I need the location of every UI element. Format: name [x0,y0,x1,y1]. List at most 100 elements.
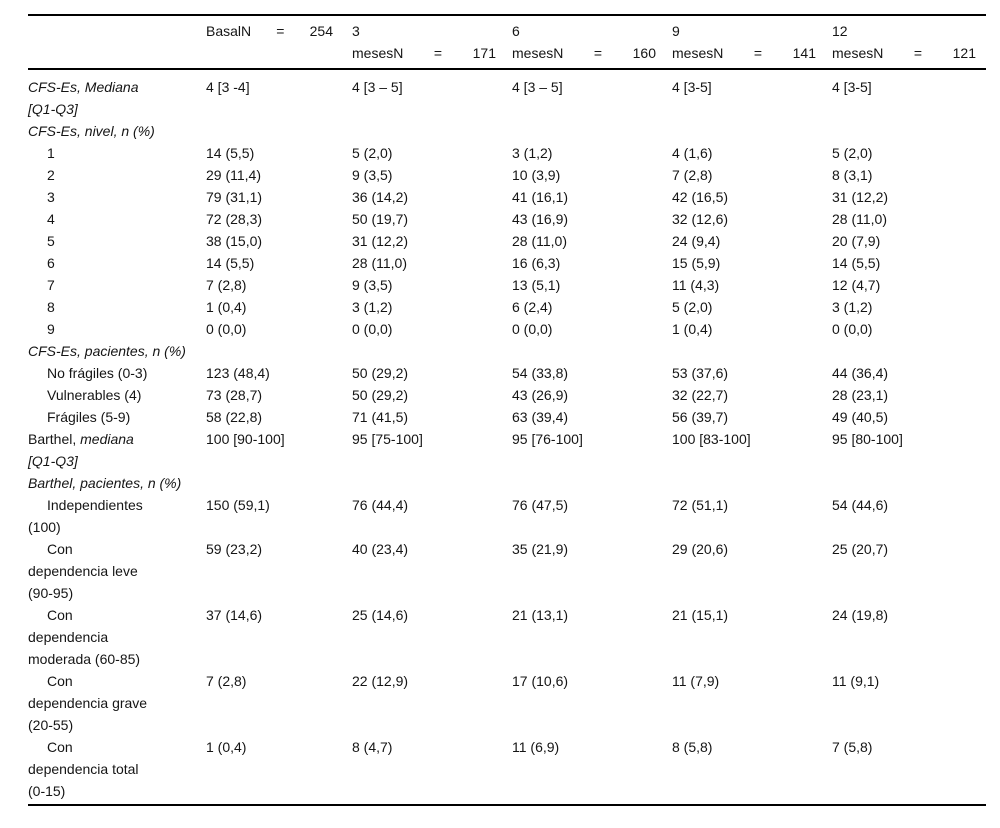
table-row: Con dependencia total (0-15) 1 (0,4) 8 (4,… [28,736,986,805]
table-cell: 17 (10,6) [512,673,569,689]
table-cell: 95 [80-100] [832,431,903,447]
table-cell: 63 (39,4) [512,409,569,425]
header-token: = [433,45,443,61]
row-label: Barthel, pacientes, n (%) [28,472,206,494]
table-cell: 0 (0,0) [206,321,247,337]
header-line1: 3 [352,23,360,39]
table-cell: 50 (29,2) [352,365,409,381]
table-cell: 44 (36,4) [832,365,889,381]
table-row: CFS-Es, pacientes, n (%) [28,340,986,362]
row-label-segment: 1 [47,145,55,161]
table-cell: 1 (0,4) [206,299,247,315]
table-cell: 29 (20,6) [672,541,729,557]
table-cell [832,340,986,362]
table-cell: 50 (19,7) [352,211,409,227]
table-cell: 54 (44,6) [832,497,889,513]
table-cell: 36 (14,2) [352,189,409,205]
table-body: CFS-Es, Mediana [Q1-Q3] 4 [3 -4] 4 [3 – 5]… [28,69,986,805]
table-cell: 4 (1,6) [672,145,713,161]
table-cell: 0 (0,0) [352,321,393,337]
row-label-segment: Con dependencia grave (20-55) [28,673,148,733]
column-header-empty [28,15,206,70]
table-cell: 31 (12,2) [832,189,889,205]
table-cell [206,472,352,494]
row-label: 5 [28,230,206,252]
table-cell: 5 (2,0) [832,145,873,161]
table-cell: 29 (11,4) [206,167,261,183]
row-label-segment: CFS-Es, Mediana [Q1-Q3] [28,79,139,117]
table-cell: 1 (0,4) [672,321,713,337]
row-label: No frágiles (0-3) [28,362,206,384]
table-cell [512,472,672,494]
table-cell: 49 (40,5) [832,409,889,425]
table-cell: 1 (0,4) [206,739,247,755]
row-label: 9 [28,318,206,340]
row-label: 4 [28,208,206,230]
header-token: 171 [472,45,496,61]
table-cell [512,340,672,362]
table-cell: 4 [3-5] [672,79,712,95]
row-label: CFS-Es, nivel, n (%) [28,120,206,142]
table-cell: 8 (3,1) [832,167,873,183]
row-label-segment: Independientes (100) [28,497,143,535]
table-cell: 4 [3 -4] [206,79,250,95]
table-row: 1 14 (5,5) 5 (2,0) 3 (1,2) 4 (1,6) 5 (2,0) [28,142,986,164]
table-row: Vulnerables (4) 73 (28,7) 50 (29,2) 43 (26,… [28,384,986,406]
row-label: CFS-Es, Mediana [Q1-Q3] [28,69,206,120]
table-cell: 8 (4,7) [352,739,393,755]
table-cell: 10 (3,9) [512,167,561,183]
table-cell: 31 (12,2) [352,233,409,249]
header-n-count: BasalN = 254 [206,20,333,42]
header-token: 121 [952,45,976,61]
table-cell: 11 (7,9) [672,673,720,689]
table-cell: 100 [90-100] [206,431,285,447]
table-cell: 7 (5,8) [832,739,873,755]
row-label-segment: Barthel, [28,431,81,447]
row-label: Con dependencia leve (90-95) [28,538,206,604]
table-row: CFS-Es, nivel, n (%) [28,120,986,142]
table-cell: 41 (16,1) [512,189,569,205]
table-cell: 7 (2,8) [206,277,247,293]
row-label-segment: Barthel, pacientes, n (%) [28,475,182,491]
header-token: BasalN [206,23,252,39]
row-label: Con dependencia grave (20-55) [28,670,206,736]
row-label: Independientes (100) [28,494,206,538]
table-cell [352,120,512,142]
row-label: CFS-Es, pacientes, n (%) [28,340,206,362]
table-cell [672,340,832,362]
table-cell: 13 (5,1) [512,277,561,293]
table-cell: 3 (1,2) [352,299,393,315]
row-label-segment: CFS-Es, nivel, n (%) [28,123,155,139]
header-token: mesesN [672,45,724,61]
table-cell: 100 [83-100] [672,431,751,447]
table-row: 3 79 (31,1) 36 (14,2) 41 (16,1) 42 (16,5) 31 … [28,186,986,208]
table-cell: 28 (11,0) [512,233,567,249]
header-token: mesesN [352,45,404,61]
table-cell: 16 (6,3) [512,255,561,271]
row-label: Vulnerables (4) [28,384,206,406]
table-cell: 40 (23,4) [352,541,409,557]
header-n-count: mesesN = 141 [672,42,816,64]
header-token: = [276,23,285,39]
table-row: Barthel, pacientes, n (%) [28,472,986,494]
row-label: 1 [28,142,206,164]
table-cell: 32 (22,7) [672,387,729,403]
table-row: 2 29 (11,4) 9 (3,5) 10 (3,9) 7 (2,8) 8 (3,1) [28,164,986,186]
header-line1: 12 [832,23,848,39]
column-header-basal: BasalN = 254 [206,15,352,70]
table-cell: 8 (5,8) [672,739,713,755]
table-cell [512,120,672,142]
table-cell [352,472,512,494]
table-cell: 3 (1,2) [832,299,873,315]
table-cell: 38 (15,0) [206,233,263,249]
header-line1: 9 [672,23,680,39]
table-cell [206,340,352,362]
row-label: Barthel, mediana [Q1-Q3] [28,428,206,472]
table-row: 4 72 (28,3) 50 (19,7) 43 (16,9) 32 (12,6) 28 … [28,208,986,230]
row-label: 8 [28,296,206,318]
table-row: Barthel, mediana [Q1-Q3] 100 [90-100] 95 [… [28,428,986,472]
row-label-segment: mediana [Q1-Q3] [28,431,134,469]
row-label-segment: Frágiles (5-9) [47,409,131,425]
table-cell: 72 (51,1) [672,497,729,513]
table-row: 7 7 (2,8) 9 (3,5) 13 (5,1) 11 (4,3) 12 (4,7) [28,274,986,296]
